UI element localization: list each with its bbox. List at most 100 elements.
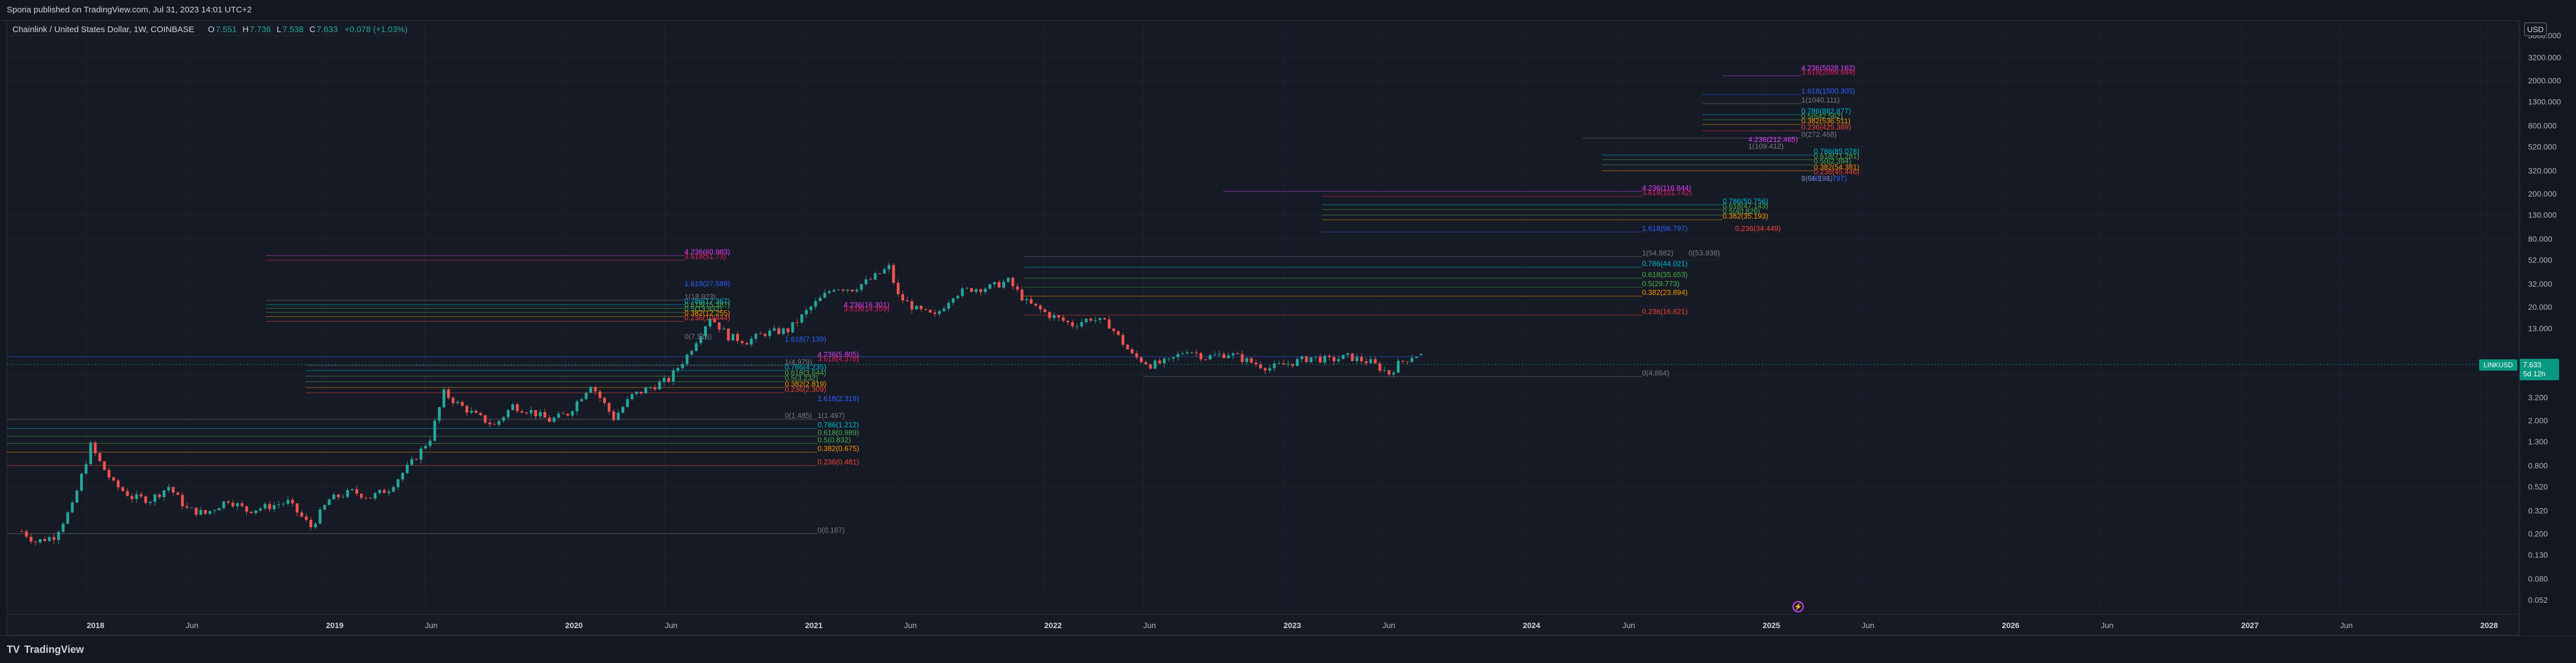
candle-body	[401, 473, 404, 480]
currency-button[interactable]: USD	[2524, 23, 2547, 36]
candle-body	[1318, 356, 1322, 363]
candle-body	[176, 492, 179, 495]
price-axis-label: 52.000	[2528, 256, 2552, 265]
candle-body	[25, 531, 28, 537]
candle-body	[1241, 354, 1244, 362]
fib-level-label: 0.382(536.511)	[1802, 117, 1851, 125]
candle-body	[942, 308, 946, 312]
candle-body	[85, 464, 88, 474]
fib-level-label: 1(18.923)	[684, 292, 716, 301]
candle-body	[924, 309, 927, 310]
candle-body	[20, 531, 24, 532]
candle-body	[520, 411, 524, 413]
candle-body	[126, 491, 129, 496]
candle-body	[777, 328, 781, 334]
symbol-legend[interactable]: Chainlink / United States Dollar, 1W, CO…	[12, 25, 408, 34]
candle-body	[309, 520, 313, 528]
fib-level-label: 4.236(5.805)	[817, 350, 859, 359]
candle-body	[1034, 303, 1038, 306]
candle-body	[240, 503, 244, 506]
candle-body	[676, 368, 680, 371]
candle-body	[722, 328, 725, 330]
candle-body	[608, 403, 611, 412]
time-axis-label: 2022	[1044, 621, 1062, 630]
low-value: 7.538	[282, 25, 304, 34]
candle-body	[915, 306, 918, 310]
candle-body	[685, 354, 689, 364]
time-axis[interactable]: 2018 Jun 2019 Jun 2020 Jun 2021 Jun 2022 Jun 2023 J…	[7, 614, 2519, 636]
candle-body	[162, 490, 166, 497]
candle-body	[727, 328, 730, 341]
candle-body	[1401, 361, 1405, 362]
candle-body	[1153, 360, 1157, 369]
candle-body	[419, 448, 423, 460]
candle-body	[1282, 363, 1285, 365]
symbol-price-tag: LINKUSD	[2479, 359, 2517, 371]
low-key: L	[276, 25, 282, 34]
fib-level-label: 1.618(96.797)	[1642, 224, 1688, 233]
candle-body	[703, 326, 707, 336]
candle-body	[1016, 286, 1019, 290]
candle-body	[475, 411, 478, 413]
price-axis-label: 0.052	[2528, 595, 2548, 604]
candle-body	[327, 499, 331, 505]
candle-body	[1112, 328, 1116, 331]
candle-body	[456, 402, 459, 403]
fib-level-label: 0.5(13.932)	[684, 304, 722, 313]
candle-body	[1144, 362, 1148, 364]
price-axis[interactable]: 5000.0003200.0002000.0001300.000800.0005…	[2520, 20, 2576, 635]
high-key: H	[242, 25, 249, 34]
candle-body	[392, 487, 395, 492]
candle-body	[933, 312, 936, 314]
fib-level-label: 0.236(16.621)	[1642, 307, 1688, 315]
open-value: 7.551	[215, 25, 237, 34]
candle-body	[896, 283, 900, 295]
candle-body	[594, 387, 597, 391]
chart-pane[interactable]	[7, 20, 2519, 635]
tradingview-logo[interactable]: TV TradingView	[7, 644, 84, 656]
candle-body	[1415, 357, 1418, 358]
candle-body	[910, 301, 914, 310]
candle-body	[750, 339, 753, 345]
candle-body	[754, 333, 758, 339]
fib-level-label: 0.5(0.832)	[817, 435, 851, 444]
last-price-tag: 7.633 5d 12h	[2520, 359, 2559, 380]
candle-body	[1333, 357, 1336, 362]
candle-body	[364, 497, 368, 499]
candle-body	[869, 279, 873, 280]
candle-body	[919, 306, 923, 309]
candle-body	[405, 465, 409, 473]
close-value: 7.633	[316, 25, 338, 34]
fib-lines	[7, 75, 1814, 534]
candle-body	[640, 391, 643, 394]
candle-body	[1043, 309, 1047, 312]
candle-body	[213, 510, 216, 511]
candle-body	[718, 322, 721, 330]
candle-body	[1089, 318, 1092, 321]
fib-level-label: 0(0.167)	[817, 526, 844, 534]
lightning-icon[interactable]: ⚡	[1792, 601, 1804, 612]
candle-body	[667, 377, 670, 382]
candle-body	[1176, 354, 1180, 358]
bar-countdown: 5d 12h	[2523, 370, 2546, 378]
fib-level-label: 0.236(10.444)	[684, 313, 730, 322]
fib-level-label: 4.236(116.844)	[1642, 184, 1691, 192]
price-axis-label: 0.800	[2528, 461, 2548, 470]
last-price-value: 7.633	[2523, 361, 2542, 369]
fib-level-label: 0.618(35.653)	[1642, 270, 1688, 279]
time-axis-label: Jun	[185, 621, 198, 630]
fib-level-label: 0.236(45.446)	[1814, 168, 1860, 176]
candle-body	[997, 282, 1001, 288]
candle-body	[975, 289, 978, 292]
candle-body	[1277, 363, 1281, 364]
candle-body	[447, 389, 450, 398]
candle-body	[29, 536, 33, 542]
candle-body	[589, 387, 592, 393]
symbol-title[interactable]: Chainlink / United States Dollar, 1W, CO…	[12, 25, 194, 34]
candle-body	[1200, 353, 1203, 359]
candle-body	[621, 407, 625, 413]
candle-body	[369, 497, 372, 499]
candle-body	[662, 377, 666, 382]
fib-level-label: 0(7.516)	[684, 332, 711, 341]
